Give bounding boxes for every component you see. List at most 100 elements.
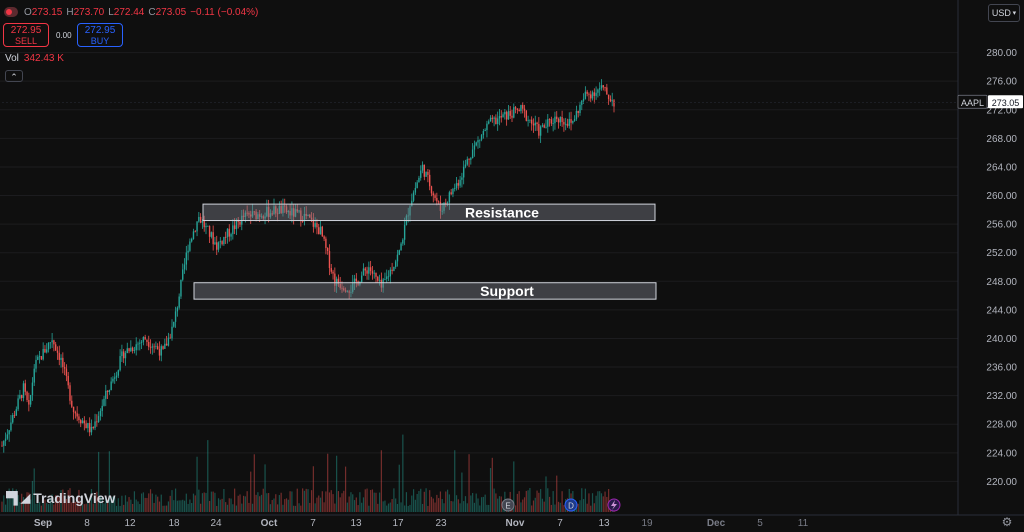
candle-body (176, 307, 179, 312)
event-marker: D (564, 498, 578, 512)
volume-bar (355, 497, 357, 512)
candle-body (171, 326, 173, 339)
candle-body (178, 296, 180, 308)
candle-body (13, 415, 16, 416)
volume-bar (389, 502, 391, 512)
volume-bar (593, 503, 595, 512)
candle-body (22, 383, 25, 398)
volume-bar (65, 498, 68, 512)
volume-bar (396, 503, 399, 512)
volume-bar (162, 505, 164, 512)
volume-bar (556, 475, 558, 512)
volume-bar (600, 493, 603, 512)
volume-bar (416, 493, 418, 512)
buy-button[interactable]: 272.95 BUY (77, 23, 123, 47)
gear-icon[interactable]: ⚙ (1001, 515, 1013, 529)
candle-body (85, 423, 87, 429)
volume-bar (164, 505, 166, 512)
volume-bar (260, 494, 263, 512)
volume-bar (182, 499, 184, 512)
candle-body (432, 193, 434, 196)
volume-bar (273, 498, 275, 512)
candle-body (38, 356, 41, 358)
candle-body (233, 225, 236, 230)
candle-body (24, 383, 26, 392)
candle-body (196, 221, 198, 232)
x-tick-label: Dec (707, 518, 726, 529)
volume-bar (534, 497, 536, 512)
volume-bar (337, 491, 340, 512)
volume-bar (386, 505, 388, 512)
candle-body (122, 351, 125, 359)
volume-bar (436, 494, 438, 512)
volume-bar (49, 497, 51, 512)
volume-bar (42, 497, 44, 512)
toggle-icon[interactable] (4, 7, 18, 17)
candle-body (471, 149, 474, 159)
volume-bar (239, 494, 241, 512)
low-label: L (108, 6, 114, 18)
candle-body (323, 236, 325, 239)
volume-bar (96, 491, 98, 512)
volume-bar (327, 453, 329, 512)
candle-body (316, 223, 318, 228)
volume-bar (368, 505, 370, 512)
volume-bar (500, 496, 502, 512)
currency-selector[interactable]: USD ▾ (988, 4, 1020, 22)
volume-bar (4, 504, 7, 512)
volume-bar (19, 501, 21, 512)
volume-bar (364, 489, 366, 512)
volume-bar (307, 489, 309, 512)
candle-body (128, 348, 130, 352)
volume-bar (373, 492, 375, 512)
volume-bar (241, 503, 243, 512)
candle-body (500, 116, 502, 118)
volume-bar (489, 468, 492, 512)
volume-bar (559, 502, 561, 512)
candle-body (547, 119, 549, 127)
close-value: 273.05 (155, 6, 187, 18)
candle-body (49, 342, 52, 344)
volume-bar (126, 501, 128, 512)
candle-body (495, 117, 497, 124)
volume-bars (1, 434, 615, 512)
candle-body (380, 279, 383, 288)
candle-body (153, 346, 155, 348)
candle-body (609, 98, 612, 102)
candle-body (378, 279, 381, 281)
volume-bar (336, 455, 338, 512)
candle-body (334, 273, 336, 286)
collapse-button[interactable]: ⌃ (5, 70, 23, 82)
volume-bar (269, 504, 272, 512)
candle-body (319, 226, 322, 235)
candle-body (600, 85, 603, 89)
candle-body (60, 357, 62, 360)
volume-bar (40, 505, 42, 512)
candle-body (56, 350, 59, 353)
candle-body (114, 377, 116, 379)
volume-bar (166, 505, 168, 512)
volume-bar (316, 497, 318, 512)
candle-body (470, 158, 472, 160)
volume-bar (421, 503, 424, 512)
candle-body (332, 271, 334, 274)
candle-body (1, 445, 3, 447)
volume-bar (523, 497, 526, 512)
candle-body (522, 104, 524, 109)
candle-body (212, 232, 214, 245)
volume-bar (201, 493, 204, 512)
sell-button[interactable]: 272.95 SELL (3, 23, 49, 47)
high-value: 273.70 (73, 6, 105, 18)
candle-body (369, 267, 372, 272)
volume-bar (430, 496, 433, 512)
candle-body (305, 213, 307, 216)
y-tick-label: 280.00 (986, 48, 1017, 59)
candle-body (570, 119, 572, 123)
candle-body (550, 119, 553, 124)
candle-body (607, 94, 610, 99)
candle-body (590, 94, 592, 99)
candle-body (54, 344, 57, 351)
volume-bar (491, 457, 493, 512)
volume-bar (378, 492, 381, 512)
